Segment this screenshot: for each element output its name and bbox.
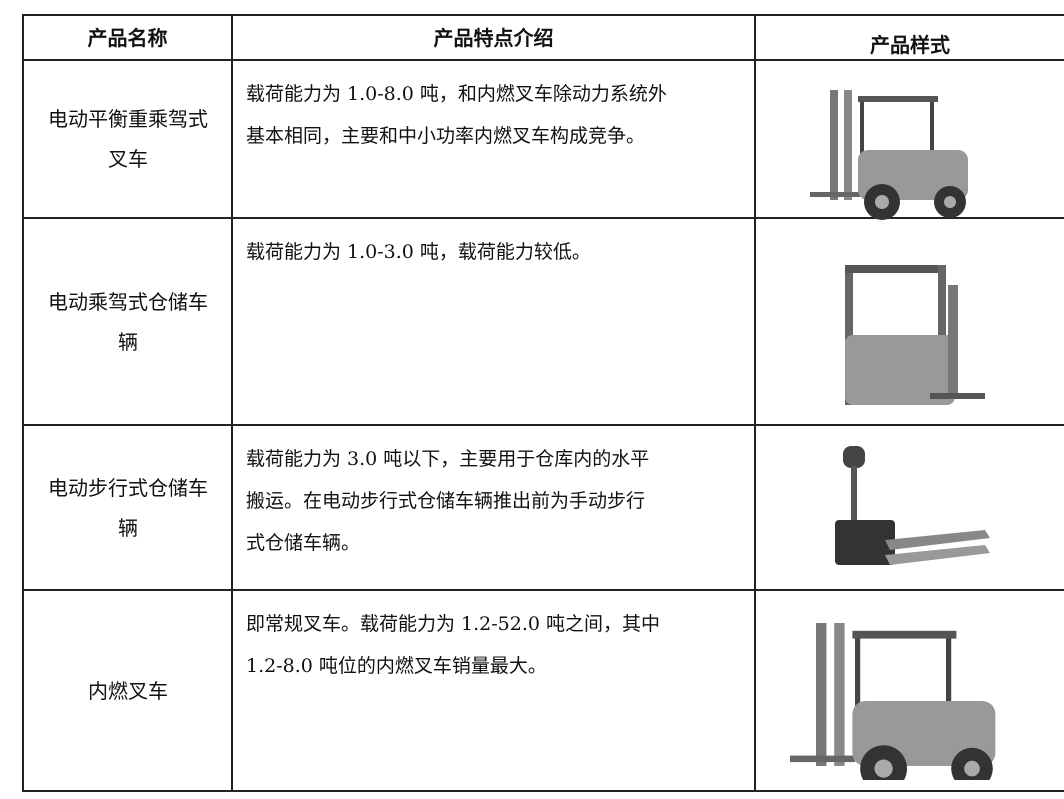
text-line: 载荷能力为 1.0-8.0 吨，和内燃叉车除动力系统外: [246, 83, 667, 105]
shape: [948, 285, 958, 395]
name-cell: 电动步行式仓储车辆: [24, 426, 232, 589]
description-cell: 即常规叉车。载荷能力为 1.2-52.0 吨之间，其中 1.2-8.0 吨位的内燃…: [246, 591, 751, 790]
shape: [845, 265, 853, 405]
text-line: 辆: [118, 329, 138, 354]
text-line: 基本相同，主要和中小功率内燃叉车构成竞争。: [246, 125, 646, 147]
text-line: 式仓储车辆。: [246, 532, 361, 554]
text-line: 辆: [118, 515, 138, 540]
text-line: 载荷能力为 3.0 吨以下，主要用于仓库内的水平: [246, 448, 650, 470]
header-cell: 产品特点介绍: [433, 26, 554, 50]
forklift-drawing: [810, 90, 968, 220]
product-image: [835, 446, 990, 565]
product-image: [810, 90, 968, 220]
name-cell: 内燃叉车: [24, 591, 232, 790]
text-line: 内燃叉车: [88, 678, 168, 703]
text-line: 叉车: [108, 147, 148, 171]
rule: [22, 589, 1064, 591]
shape: [845, 335, 955, 405]
name-cell: 电动乘驾式仓储车辆: [24, 219, 232, 424]
shape: [930, 393, 985, 399]
rule: [22, 424, 1064, 426]
product-image: [845, 265, 985, 405]
name-cell: 电动平衡重乘驾式 叉车: [24, 61, 232, 217]
shape: [845, 265, 945, 273]
rule: [22, 217, 1064, 219]
forklift-drawing: [790, 623, 996, 780]
product-image: [790, 623, 996, 780]
header-cell: 产品名称: [87, 26, 168, 50]
rule: [22, 14, 1064, 16]
text-line: 搬运。在电动步行式仓储车辆推出前为手动步行: [246, 490, 646, 512]
rule: [231, 15, 233, 792]
description-cell: 载荷能力为 3.0 吨以下，主要用于仓库内的水平 搬运。在电动步行式仓储车辆推出前…: [246, 426, 751, 589]
rule: [22, 59, 1064, 61]
header-cell: 产品样式: [870, 33, 950, 57]
text-line: 电动步行式仓储车: [48, 475, 208, 500]
pallet-truck-drawing: [835, 446, 990, 565]
description-cell: 载荷能力为 1.0-8.0 吨，和内燃叉车除动力系统外 基本相同，主要和中小功率内…: [246, 61, 751, 217]
description-cell: 载荷能力为 1.0-3.0 吨，载荷能力较低。: [246, 219, 751, 424]
rule: [22, 790, 1064, 792]
text-line: 载荷能力为 1.0-3.0 吨，载荷能力较低。: [246, 241, 591, 263]
shape: [938, 265, 946, 345]
text-line: 即常规叉车。载荷能力为 1.2-52.0 吨之间，其中: [246, 613, 661, 635]
rule: [22, 15, 24, 792]
text-line: 电动乘驾式仓储车: [48, 289, 208, 314]
text-line: 电动平衡重乘驾式: [48, 107, 208, 131]
text-line: 1.2-8.0 吨位的内燃叉车销量最大。: [246, 655, 547, 677]
rule: [754, 15, 756, 792]
